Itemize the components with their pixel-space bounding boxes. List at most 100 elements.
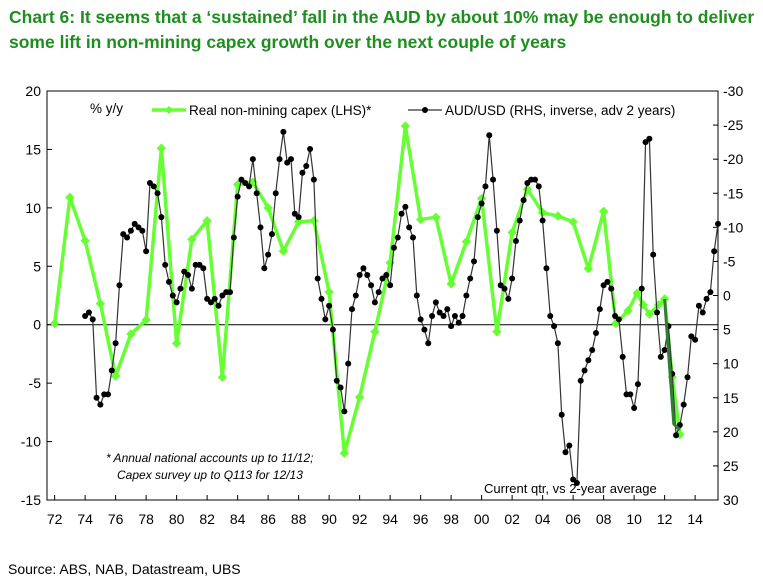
x-tick-label: 86 xyxy=(260,511,276,527)
capex-point xyxy=(95,298,106,309)
aud-point xyxy=(638,285,645,292)
aud-point xyxy=(322,316,329,323)
left-tick-label: -5 xyxy=(29,375,42,391)
aud-point xyxy=(493,227,500,234)
aud-point xyxy=(695,302,702,309)
aud-point xyxy=(657,353,664,360)
aud-point xyxy=(345,360,352,367)
highlight-line xyxy=(663,298,681,431)
aud-point xyxy=(173,299,180,306)
source-note: Source: ABS, NAB, Datastream, UBS xyxy=(8,561,241,577)
aud-point xyxy=(554,340,561,347)
aud-point xyxy=(364,272,371,279)
right-tick-label: -25 xyxy=(723,117,743,133)
x-tick-label: 72 xyxy=(47,511,63,527)
footer-annotation: Current qtr, vs 2-year average xyxy=(484,481,657,496)
aud-point xyxy=(211,295,218,302)
x-tick-label: 76 xyxy=(108,511,124,527)
aud-point xyxy=(368,282,375,289)
aud-point xyxy=(383,272,390,279)
capex-point xyxy=(354,392,365,402)
right-tick-label: -20 xyxy=(723,151,743,167)
right-tick-label: -30 xyxy=(723,83,743,99)
capex-point xyxy=(217,372,228,383)
capex-point xyxy=(187,234,197,245)
aud-point xyxy=(295,214,302,221)
capex-point xyxy=(431,212,441,222)
aud-point xyxy=(257,224,264,231)
aud-point xyxy=(631,404,638,411)
aud-point xyxy=(673,432,680,439)
aud-point xyxy=(581,367,588,374)
left-tick-label: 15 xyxy=(25,141,41,157)
right-tick-label: 25 xyxy=(723,458,739,474)
x-tick-label: 98 xyxy=(443,511,459,527)
capex-point xyxy=(80,235,90,246)
aud-point xyxy=(169,292,176,299)
aud-point xyxy=(505,295,512,302)
x-tick-label: 04 xyxy=(535,511,551,527)
aud-point xyxy=(585,357,592,364)
aud-point xyxy=(417,316,424,323)
aud-point xyxy=(482,183,489,190)
legend-aud-label: AUD/USD (RHS, inverse, adv 2 years) xyxy=(445,103,675,118)
aud-point xyxy=(387,282,394,289)
aud-point xyxy=(608,285,615,292)
aud-point xyxy=(265,251,272,258)
aud-point xyxy=(249,156,256,163)
x-tick-label: 12 xyxy=(657,511,673,527)
aud-point xyxy=(116,282,123,289)
capex-point xyxy=(446,279,456,289)
aud-point xyxy=(276,156,283,163)
aud-point xyxy=(615,316,622,323)
aud-point xyxy=(349,306,355,313)
aud-point xyxy=(360,265,367,272)
aud-point xyxy=(444,306,451,313)
aud-point xyxy=(627,391,634,398)
aud-point xyxy=(699,309,706,316)
aud-point xyxy=(162,261,169,268)
aud-point xyxy=(532,176,538,183)
aud-point xyxy=(463,292,470,299)
aud-point xyxy=(566,442,573,449)
aud-point xyxy=(715,220,721,227)
aud-point xyxy=(650,251,657,258)
legend-aud-marker xyxy=(422,107,428,113)
aud-point xyxy=(215,302,222,309)
right-tick-label: -5 xyxy=(723,253,736,269)
right-tick-label: 10 xyxy=(723,356,739,372)
capex-point xyxy=(583,263,594,274)
aud-point xyxy=(299,169,306,176)
aud-point xyxy=(539,217,546,224)
aud-point xyxy=(356,272,363,279)
aud-point xyxy=(352,292,359,299)
left-tick-label: -10 xyxy=(21,434,41,450)
aud-point xyxy=(253,190,260,197)
capex-point xyxy=(632,288,642,298)
aud-point xyxy=(280,128,287,135)
aud-point xyxy=(646,135,653,142)
aud-point xyxy=(314,275,321,282)
aud-point xyxy=(604,278,611,285)
aud-point xyxy=(150,183,157,190)
aud-point xyxy=(619,353,626,360)
aud-point xyxy=(459,312,466,319)
aud-point xyxy=(112,340,119,347)
aud-point xyxy=(596,306,603,313)
aud-point xyxy=(551,323,558,330)
aud-point xyxy=(577,377,584,384)
capex-point xyxy=(370,327,380,337)
aud-point xyxy=(520,197,527,204)
capex-point xyxy=(65,192,75,203)
capex-point xyxy=(623,305,633,316)
aud-point xyxy=(200,265,207,272)
aud-line xyxy=(84,131,719,484)
capex-point xyxy=(141,315,151,325)
aud-point xyxy=(692,336,699,343)
capex-point xyxy=(400,121,411,131)
left-tick-label: 5 xyxy=(33,258,41,274)
capex-point xyxy=(415,214,426,225)
left-tick-label: -15 xyxy=(21,492,41,508)
aud-point xyxy=(471,258,477,265)
chart-title: Chart 6: It seems that a ‘sustained’ fal… xyxy=(9,7,755,52)
